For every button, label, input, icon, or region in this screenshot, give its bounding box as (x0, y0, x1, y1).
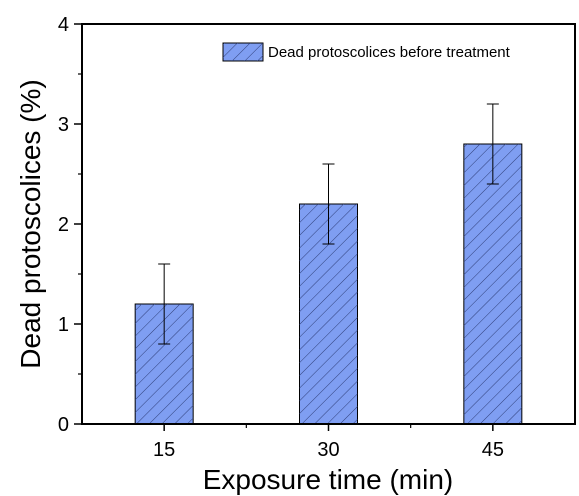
x-tick-label: 30 (317, 439, 339, 461)
x-tick-label: 45 (482, 439, 504, 461)
y-tick-label: 1 (58, 314, 69, 336)
bar-hatch (463, 144, 522, 424)
y-tick-label: 4 (58, 14, 69, 36)
x-axis-title: Exposure time (min) (203, 464, 454, 495)
error-bars-layer (158, 103, 499, 345)
x-tick-label: 15 (153, 439, 175, 461)
legend-label: Dead protoscolices before treatment (268, 44, 511, 61)
y-tick-label: 0 (58, 414, 69, 436)
legend: Dead protoscolices before treatment (222, 42, 511, 62)
y-axis-title: Dead protoscolices (%) (15, 79, 46, 368)
tick-labels-layer: 15 30 45 0 1 2 3 4 (58, 14, 504, 461)
legend-swatch-hatch (223, 43, 263, 61)
y-tick-label: 3 (58, 114, 69, 136)
y-tick-label: 2 (58, 214, 69, 236)
ticks-layer (74, 23, 494, 431)
